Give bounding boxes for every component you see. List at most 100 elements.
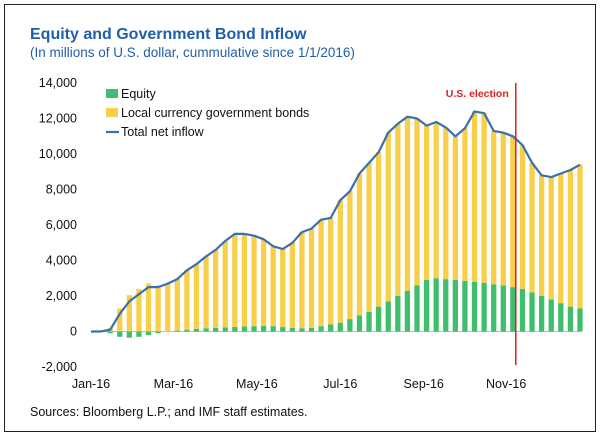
legend-swatch-bonds: [106, 108, 118, 117]
equity-bar: [299, 328, 305, 332]
chart-frame: [4, 4, 596, 432]
election-label: U.S. election: [446, 88, 509, 100]
chart-title: Equity and Government Bond Inflow: [30, 26, 307, 43]
equity-bar: [328, 324, 334, 332]
bond-bar: [539, 175, 545, 296]
bond-bar: [328, 217, 334, 325]
bond-bar: [145, 283, 152, 332]
bond-bar: [462, 128, 468, 281]
bond-bar: [165, 283, 171, 332]
y-tick-label: 12,000: [39, 112, 77, 126]
equity-bar: [136, 331, 142, 337]
bond-bar: [510, 136, 516, 288]
equity-bar: [539, 296, 545, 332]
bond-bar: [452, 136, 458, 281]
bond-bar: [366, 162, 372, 312]
bond-bar: [241, 233, 248, 327]
equity-bar: [452, 280, 458, 332]
equity-bar: [289, 327, 295, 332]
bond-bar: [548, 177, 554, 300]
bond-bar: [308, 228, 315, 328]
equity-bar: [318, 326, 324, 332]
equity-bar: [107, 331, 113, 334]
equity-bar: [145, 331, 152, 336]
legend-label: Total net inflow: [121, 125, 205, 139]
bond-bar: [184, 270, 190, 330]
bond-bar: [471, 111, 478, 282]
equity-bar: [241, 326, 248, 332]
y-tick-label: 0: [70, 325, 77, 339]
bond-bar: [213, 249, 219, 328]
bond-bar: [337, 200, 343, 323]
equity-bar: [376, 306, 382, 332]
legend-swatch-equity: [106, 89, 118, 98]
bond-bar: [567, 169, 574, 307]
equity-bar: [491, 284, 497, 332]
equity-bar: [203, 328, 209, 332]
axis-layer: -2,000 0 2,000 4,000 6,000 8,000 10,000 12,000 1…: [39, 76, 580, 391]
bond-bar: [232, 233, 238, 327]
bond-bar: [193, 264, 200, 329]
equity-bar: [126, 331, 132, 338]
y-tick-label: 2,000: [46, 289, 77, 303]
bond-bar: [577, 164, 583, 309]
equity-bar: [222, 327, 228, 332]
x-tick-label: Mar-16: [154, 377, 194, 391]
bond-bar: [299, 232, 305, 329]
bond-bar: [500, 132, 506, 286]
y-tick-label: 6,000: [46, 218, 77, 232]
y-tick-label: -2,000: [42, 360, 77, 374]
equity-bar: [471, 281, 478, 332]
equity-bar: [385, 301, 391, 332]
equity-bar: [260, 325, 267, 332]
y-tick-label: 4,000: [46, 254, 77, 268]
bond-bar: [203, 256, 209, 329]
equity-bar: [423, 280, 430, 332]
bond-bar: [385, 132, 391, 302]
equity-bar: [366, 311, 372, 332]
bond-bar: [404, 116, 411, 291]
annotation-layer: U.S. election: [446, 83, 517, 365]
equity-bar: [443, 279, 449, 332]
bond-bar: [318, 219, 324, 327]
equity-bar: [213, 327, 219, 332]
x-tick-label: Jul-16: [323, 377, 357, 391]
equity-bar: [558, 303, 564, 332]
chart-subtitle: (In millions of U.S. dollar, cummulative…: [30, 45, 355, 60]
equity-bar: [232, 326, 238, 332]
equity-bar: [337, 322, 343, 332]
equity-bar: [193, 328, 200, 332]
bond-bar: [414, 118, 420, 286]
bond-bar: [423, 125, 430, 281]
line-layer: [91, 110, 581, 333]
equity-bar: [174, 330, 180, 332]
equity-bar: [270, 326, 276, 332]
equity-bar: [356, 315, 363, 332]
bond-bar: [347, 191, 353, 320]
legend: Equity Local currency government bonds Tot…: [106, 87, 309, 139]
equity-bar: [404, 290, 411, 332]
bond-bar: [433, 122, 439, 279]
bond-bar: [251, 235, 257, 327]
equity-bar: [433, 278, 439, 332]
bond-bar: [395, 123, 401, 296]
bond-bar: [280, 248, 286, 328]
equity-bar: [184, 329, 190, 332]
x-tick-label: Jan-16: [72, 377, 110, 391]
y-tick-label: 14,000: [39, 76, 77, 90]
equity-bar: [155, 331, 161, 334]
bond-bar: [270, 246, 276, 327]
bond-bar: [519, 145, 526, 289]
bond-bar: [443, 127, 449, 280]
x-tick-label: May-16: [236, 377, 278, 391]
equity-bar: [481, 282, 487, 332]
equity-bar: [510, 287, 516, 332]
bond-bar: [222, 240, 228, 328]
bond-bar: [155, 285, 161, 332]
equity-bar: [529, 292, 535, 332]
bond-bar: [136, 288, 142, 332]
bond-bar: [289, 242, 295, 328]
bond-bar: [126, 295, 132, 332]
equity-bar: [347, 319, 353, 332]
